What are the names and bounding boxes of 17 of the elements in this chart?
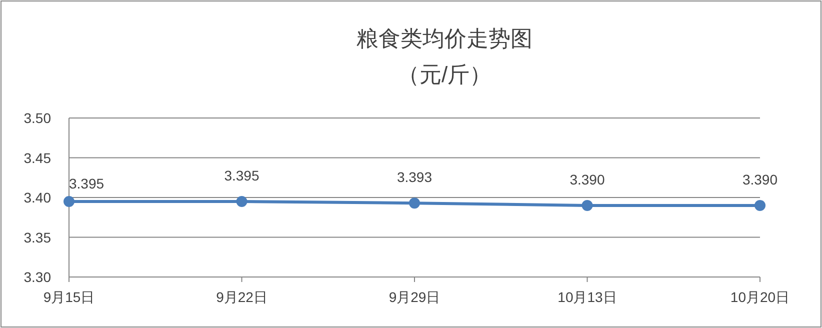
data-label: 3.390 [742, 171, 778, 188]
y-tick-label: 3.45 [24, 150, 52, 166]
y-tick-label: 3.35 [24, 229, 52, 246]
data-label: 3.390 [570, 171, 605, 188]
y-tick-label: 3.30 [24, 269, 52, 285]
chart-subtitle: （元/斤） [397, 62, 492, 87]
y-tick-label: 3.40 [24, 190, 52, 206]
data-label: 3.395 [224, 167, 260, 184]
x-tick-label: 10月20日 [730, 289, 790, 305]
data-label: 3.395 [69, 175, 104, 192]
data-label: 3.393 [396, 169, 432, 186]
x-tick-label: 9月15日 [43, 289, 95, 305]
chart-title: 粮食类均价走势图 [356, 26, 532, 51]
x-tick-label: 10月13日 [558, 289, 617, 305]
y-tick-label: 3.50 [24, 110, 52, 126]
x-tick-label: 9月22日 [216, 289, 268, 305]
x-tick-label: 9月29日 [388, 289, 440, 305]
